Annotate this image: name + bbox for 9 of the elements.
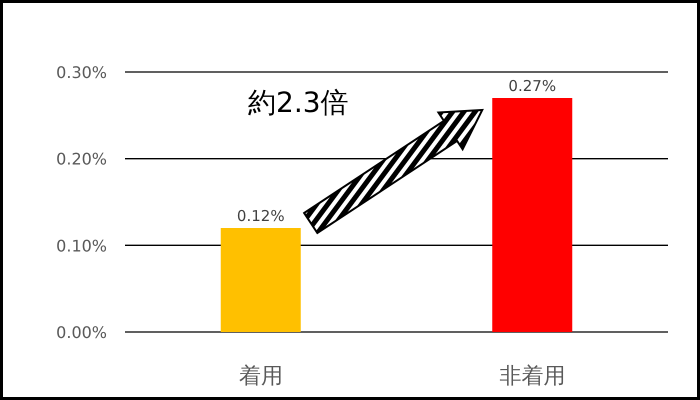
data-label: 0.12%: [236, 207, 285, 225]
y-tick-label: 0.20%: [56, 150, 107, 169]
y-tick-label: 0.00%: [56, 323, 107, 342]
annotation: 約2.3倍: [248, 86, 349, 119]
x-tick-label: 着用: [238, 364, 283, 389]
y-tick-label: 0.10%: [56, 236, 107, 256]
x-tick-label: 非着用: [499, 364, 566, 389]
y-tick-label: 0.30%: [56, 63, 107, 82]
data-label: 0.27%: [508, 77, 556, 95]
